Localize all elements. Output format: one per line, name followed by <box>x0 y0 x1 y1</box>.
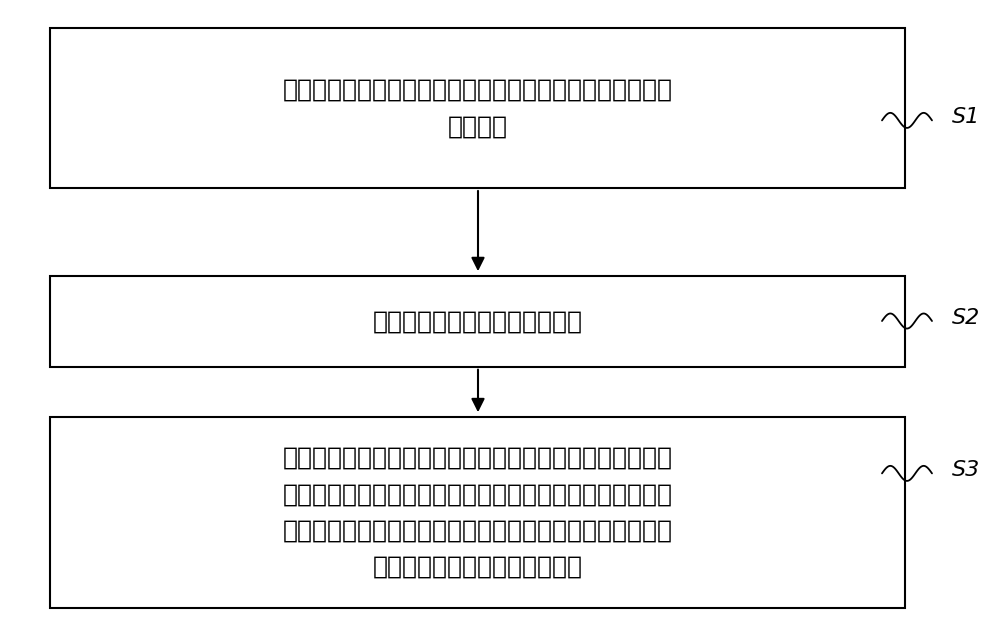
Bar <box>50 417 905 608</box>
Text: S2: S2 <box>952 308 980 328</box>
Text: 基于强化学习算法训练决策网络模型，以获取训练好的决策
网络模型: 基于强化学习算法训练决策网络模型，以获取训练好的决策 网络模型 <box>283 78 672 139</box>
Bar <box>50 276 905 367</box>
Text: S1: S1 <box>952 107 980 127</box>
Text: 将所述当前状态信息发送至所述训练好的决策网络模型，以
使所述训练好的决策网络模型基于所述当前状态信息，确定
所述下一未来时刻对应所述糖尿病患者的胰岛素注射量，实: 将所述当前状态信息发送至所述训练好的决策网络模型，以 使所述训练好的决策网络模型… <box>283 446 672 579</box>
Bar <box>50 28 905 188</box>
Text: S3: S3 <box>952 460 980 480</box>
Text: 获取糖尿病患者的当前状态信息: 获取糖尿病患者的当前状态信息 <box>372 309 582 334</box>
